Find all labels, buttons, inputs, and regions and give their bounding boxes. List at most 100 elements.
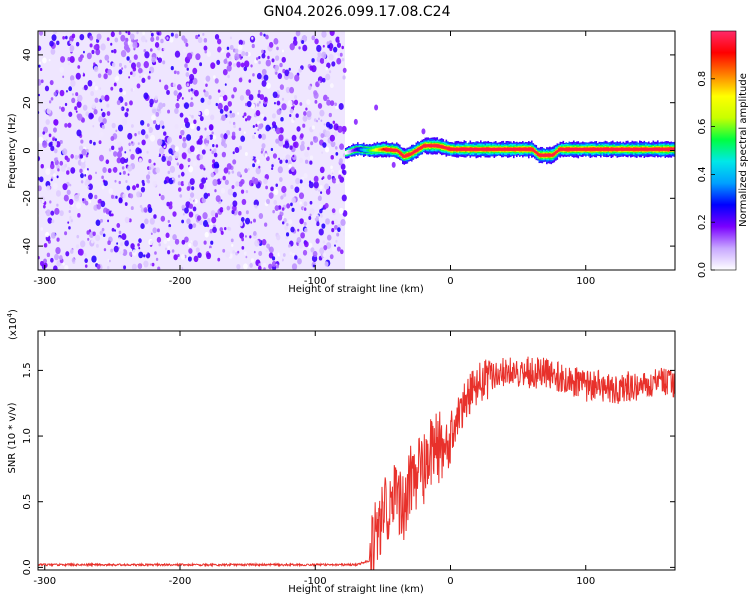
noise-cell — [154, 95, 158, 101]
noise-cell — [98, 154, 104, 162]
noise-cell — [159, 120, 165, 127]
noise-cell — [232, 191, 237, 198]
noise-cell — [335, 152, 339, 156]
noise-cell — [188, 243, 192, 248]
noise-cell — [93, 65, 99, 73]
noise-cell — [313, 181, 319, 189]
noise-cell — [251, 134, 256, 140]
signal-cell — [655, 148, 658, 151]
noise-cell — [276, 234, 281, 241]
noise-cell — [272, 91, 278, 99]
noise-cell — [183, 117, 189, 124]
noise-cell — [179, 163, 184, 170]
noise-cell — [279, 84, 285, 90]
noise-cell — [116, 100, 121, 106]
noise-cell — [243, 251, 247, 256]
signal-cell — [474, 147, 476, 151]
noise-cell — [67, 221, 70, 224]
noise-cell — [75, 92, 79, 97]
noise-cell — [190, 123, 195, 130]
noise-cell — [127, 40, 131, 45]
noise-cell — [304, 241, 309, 248]
signal-cell — [405, 154, 407, 158]
noise-cell — [165, 232, 170, 238]
noise-cell — [203, 45, 208, 51]
y-tick-label: -20 — [22, 190, 33, 206]
noise-cell — [335, 36, 341, 43]
noise-cell — [268, 252, 274, 259]
noise-cell — [270, 147, 274, 152]
signal-cell — [391, 148, 394, 152]
noise-cell — [265, 124, 271, 132]
noise-cell — [222, 94, 228, 102]
signal-cell — [444, 146, 446, 149]
noise-cell — [318, 189, 321, 192]
noise-cell — [341, 45, 344, 50]
noise-cell — [227, 171, 231, 175]
noise-cell — [298, 192, 305, 200]
noise-cell — [238, 145, 242, 150]
noise-cell — [214, 78, 219, 84]
noise-cell — [243, 263, 248, 270]
noise-cell — [318, 80, 321, 84]
noise-cell — [96, 33, 102, 41]
noise-cell — [138, 246, 141, 250]
x-tick-label: 0 — [447, 276, 453, 287]
noise-cell — [124, 111, 129, 118]
noise-cell — [103, 248, 107, 252]
noise-cell — [93, 109, 98, 115]
noise-cell — [311, 35, 316, 41]
signal-cell — [667, 148, 670, 151]
signal-cell — [381, 148, 383, 151]
noise-cell — [147, 207, 153, 214]
noise-cell — [100, 95, 105, 101]
noise-cell — [135, 147, 141, 155]
noise-cell — [317, 195, 322, 202]
noise-cell — [293, 141, 299, 149]
noise-cell — [210, 114, 215, 121]
noise-cell — [232, 151, 235, 155]
signal-cell — [627, 147, 629, 151]
noise-cell — [141, 77, 146, 84]
noise-cell — [213, 75, 216, 79]
noise-cell — [273, 101, 276, 105]
noise-cell — [258, 123, 263, 130]
noise-cell — [70, 79, 76, 87]
noise-cell — [53, 265, 58, 270]
noise-cell — [160, 38, 164, 44]
noise-cell — [313, 136, 319, 143]
noise-cell — [113, 82, 117, 87]
noise-cell — [80, 180, 84, 184]
noise-cell — [242, 115, 245, 118]
noise-cell — [189, 73, 195, 81]
noise-cell — [245, 89, 251, 96]
noise-cell — [173, 254, 178, 261]
noise-cell — [40, 227, 44, 231]
noise-cell — [298, 68, 302, 73]
noise-cell — [285, 159, 289, 164]
signal-cell — [537, 152, 539, 156]
noise-cell — [95, 171, 97, 175]
noise-cell — [84, 258, 88, 264]
noise-cell — [154, 251, 157, 255]
noise-cell — [146, 128, 149, 133]
noise-cell — [69, 45, 75, 52]
noise-cell — [108, 148, 112, 152]
noise-cell — [227, 74, 230, 79]
noise-cell — [184, 236, 189, 243]
signal-cell — [600, 148, 602, 151]
signal-cell — [592, 148, 595, 151]
y-tick-label: 0.0 — [22, 559, 33, 575]
noise-cell — [271, 121, 277, 127]
noise-cell — [316, 119, 319, 123]
noise-cell — [274, 255, 279, 260]
noise-cell — [78, 145, 84, 151]
noise-cell — [319, 208, 323, 214]
noise-cell — [86, 230, 90, 235]
noise-cell — [104, 94, 110, 102]
signal-cell — [480, 148, 482, 151]
noise-cell — [139, 75, 142, 79]
noise-cell — [236, 171, 241, 177]
noise-cell — [289, 108, 294, 114]
noise-cell — [202, 212, 208, 220]
